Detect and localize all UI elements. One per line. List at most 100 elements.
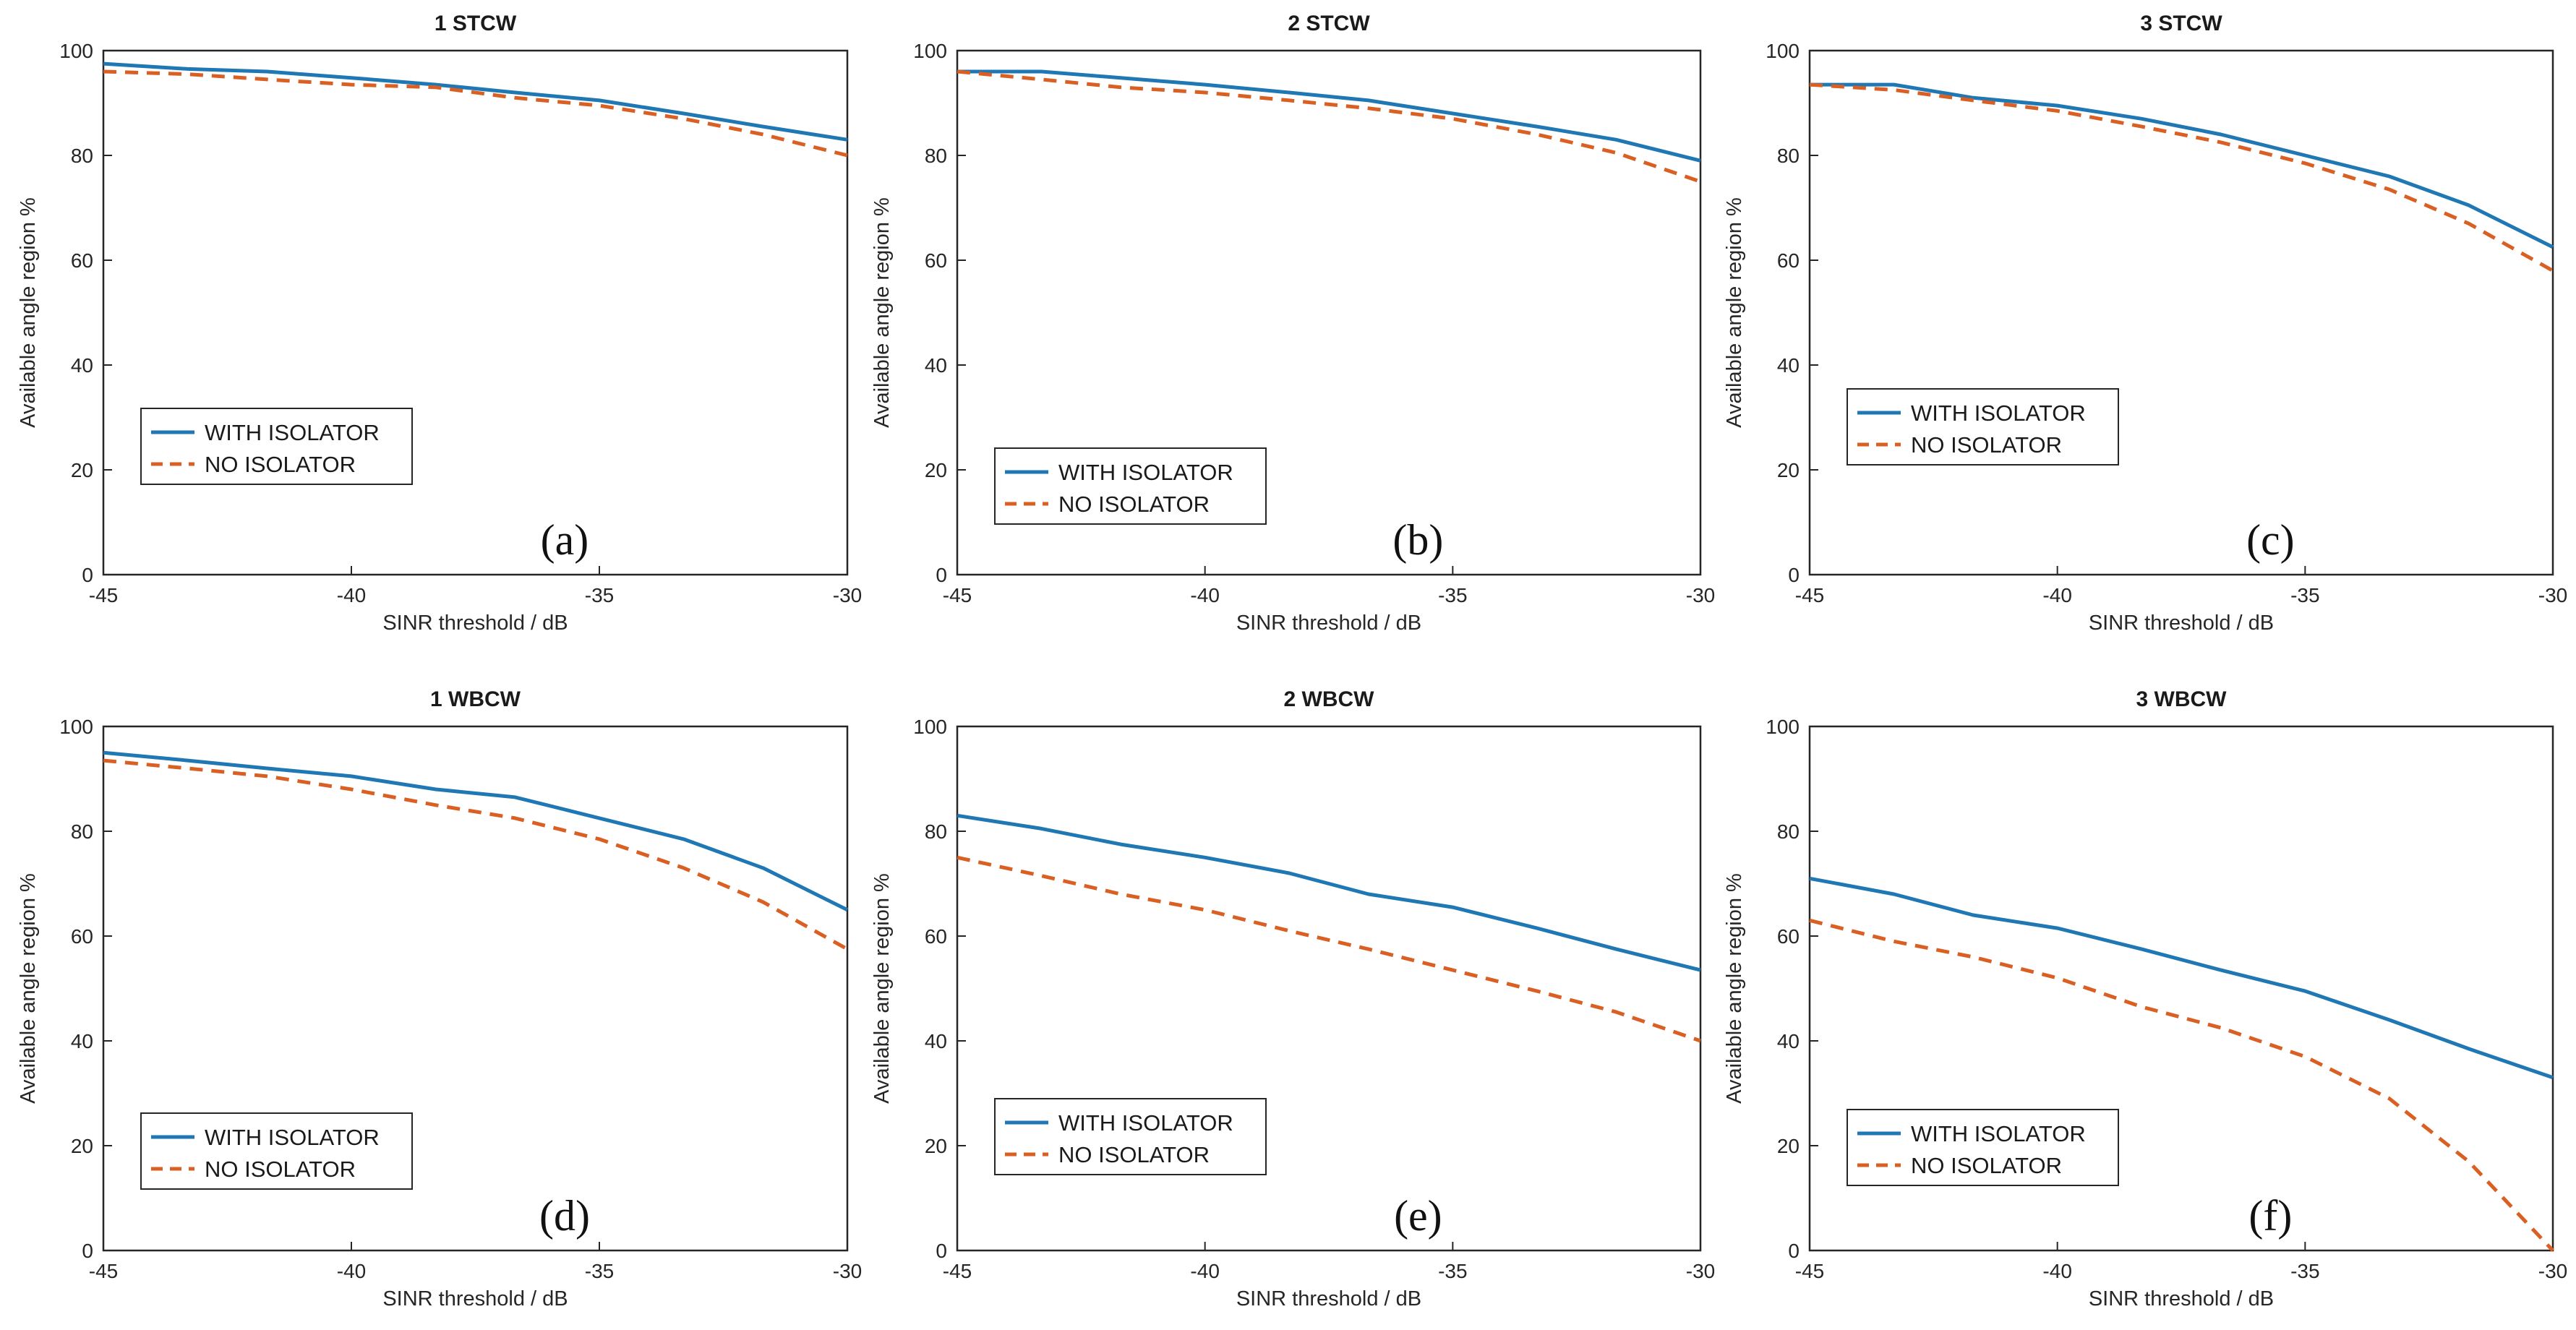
legend: WITH ISOLATOR NO ISOLATOR (994, 1098, 1267, 1175)
legend: WITH ISOLATOR NO ISOLATOR (140, 408, 413, 485)
x-tick-label: -45 (943, 584, 972, 606)
plot-area-frame (1808, 49, 2554, 576)
x-tick-label: -35 (2290, 1260, 2319, 1282)
x-tick-label: -35 (1438, 584, 1467, 606)
chart-panel-1: 1 STCW 0 20 40 60 80 100 -45 -40 -35 -30 SINR thres… (17, 12, 862, 635)
x-tick-label: -40 (337, 1260, 366, 1282)
y-tick-label: 80 (1777, 145, 1800, 167)
y-tick-label: 40 (1777, 354, 1800, 377)
x-axis-label: SINR threshold / dB (382, 1287, 568, 1310)
y-tick-label: 0 (1788, 1240, 1800, 1262)
series-line-no-isolator (103, 69, 848, 158)
x-tick-label: -30 (833, 584, 862, 606)
y-axis-label: Available angle region % (870, 197, 894, 428)
panel-label: (d) (539, 1192, 590, 1240)
legend-entry-label: NO ISOLATOR (1911, 432, 2062, 458)
chart-panel-5: 2 WBCW 0 20 40 60 80 100 -45 -40 -35 -30 SINR thres… (870, 687, 1715, 1310)
panel-label: (f) (2248, 1192, 2292, 1240)
panel-label: (e) (1394, 1192, 1442, 1240)
x-tick-label: -45 (1795, 1260, 1824, 1282)
chart-title: 3 STCW (2140, 12, 2222, 35)
y-tick-label: 0 (936, 564, 947, 586)
y-tick-label: 20 (925, 1135, 947, 1157)
x-tick-label: -35 (585, 1260, 614, 1282)
x-tick-label: -40 (337, 584, 366, 606)
y-tick-label: 80 (71, 820, 93, 843)
chart-panel-6: 3 WBCW 0 20 40 60 80 100 -45 -40 -35 -30 SINR thres… (1723, 687, 2567, 1310)
y-tick-label: 80 (1777, 820, 1800, 843)
chart-panel-2: 2 STCW 0 20 40 60 80 100 -45 -40 -35 -30 SINR thres… (870, 12, 1715, 635)
x-tick-label: -35 (1438, 1260, 1467, 1282)
legend-entry-label: NO ISOLATOR (205, 1157, 356, 1182)
y-tick-label: 60 (1777, 925, 1800, 948)
legend-entry-label: NO ISOLATOR (1058, 1142, 1210, 1167)
x-axis-label: SINR threshold / dB (2089, 612, 2274, 635)
chart-panel-4: 1 WBCW 0 20 40 60 80 100 -45 -40 -35 -30 SINR thres… (17, 687, 862, 1310)
chart-title: 1 WBCW (430, 687, 521, 711)
series-line-with-isolator (1809, 876, 2554, 1080)
plot-area-frame (1808, 725, 2554, 1252)
x-tick-label: -45 (1795, 584, 1824, 606)
plot-area-frame (956, 49, 1702, 576)
y-tick-label: 20 (71, 459, 93, 481)
x-tick-label: -45 (89, 584, 118, 606)
legend-entry-label: WITH ISOLATOR (205, 420, 380, 445)
series-line-no-isolator (957, 69, 1701, 184)
y-tick-label: 80 (925, 145, 947, 167)
x-tick-label: -35 (2290, 584, 2319, 606)
legend-box (140, 408, 413, 485)
x-axis-label: SINR threshold / dB (382, 612, 568, 635)
y-tick-label: 20 (1777, 459, 1800, 481)
y-tick-label: 100 (59, 716, 93, 738)
legend: WITH ISOLATOR NO ISOLATOR (994, 447, 1267, 525)
legend-box (994, 1098, 1267, 1175)
x-tick-label: -30 (1686, 584, 1715, 606)
y-axis-label: Available angle region % (17, 197, 40, 428)
x-axis-label: SINR threshold / dB (1236, 1287, 1421, 1310)
x-tick-label: -40 (2042, 1260, 2071, 1282)
x-tick-label: -30 (2538, 1260, 2567, 1282)
y-axis-label: Available angle region % (1723, 197, 1746, 428)
y-tick-label: 60 (925, 925, 947, 948)
y-axis-label: Available angle region % (1723, 873, 1746, 1104)
y-tick-label: 100 (1766, 716, 1800, 738)
y-tick-label: 0 (82, 1240, 93, 1262)
y-tick-label: 0 (1788, 564, 1800, 586)
legend: WITH ISOLATOR NO ISOLATOR (1847, 1109, 2119, 1186)
chart-title: 2 WBCW (1284, 687, 1375, 711)
y-tick-label: 100 (1766, 40, 1800, 62)
x-tick-label: -30 (2538, 584, 2567, 606)
series-line-with-isolator (103, 61, 848, 142)
panel-label: (c) (2246, 516, 2295, 564)
legend-box (140, 1112, 413, 1190)
series-line-no-isolator (1809, 918, 2554, 1252)
series-line-no-isolator (103, 758, 849, 951)
y-tick-label: 40 (71, 354, 93, 377)
panel-label: (a) (541, 516, 589, 564)
y-tick-label: 40 (925, 1030, 947, 1052)
x-tick-label: -45 (943, 1260, 972, 1282)
y-tick-label: 80 (925, 820, 947, 843)
x-tick-label: -30 (833, 1260, 862, 1282)
y-tick-label: 20 (71, 1135, 93, 1157)
x-tick-label: -40 (1190, 584, 1219, 606)
y-tick-label: 100 (913, 40, 947, 62)
plot-area-frame (102, 725, 849, 1252)
y-tick-label: 60 (71, 925, 93, 948)
y-tick-label: 20 (925, 459, 947, 481)
plot-area-frame (102, 49, 849, 576)
legend-entry-label: WITH ISOLATOR (205, 1125, 380, 1150)
legend-entry-label: WITH ISOLATOR (1058, 1110, 1233, 1136)
legend-entry-label: WITH ISOLATOR (1058, 460, 1233, 485)
legend-box (994, 447, 1267, 525)
y-tick-label: 0 (82, 564, 93, 586)
legend: WITH ISOLATOR NO ISOLATOR (1847, 388, 2119, 466)
legend-entry-label: NO ISOLATOR (1058, 492, 1210, 517)
series-line-with-isolator (1810, 82, 2554, 249)
y-tick-label: 80 (71, 145, 93, 167)
x-tick-label: -30 (1686, 1260, 1715, 1282)
legend-box (1847, 388, 2119, 466)
y-tick-label: 40 (925, 354, 947, 377)
x-axis-label: SINR threshold / dB (1236, 612, 1421, 635)
